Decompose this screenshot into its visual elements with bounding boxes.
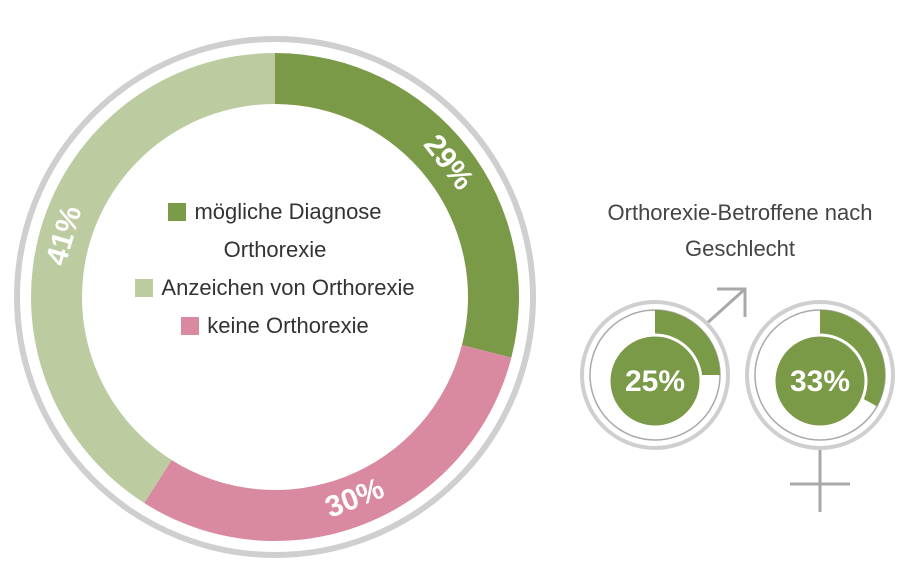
female-symbol bbox=[790, 448, 850, 512]
male-symbol bbox=[703, 287, 747, 327]
legend-entry: keine Orthorexie bbox=[181, 307, 369, 345]
outer-ring bbox=[14, 36, 536, 558]
data-label: 25% bbox=[625, 365, 685, 398]
legend-text: mögliche Diagnose Orthorexie bbox=[194, 199, 382, 262]
segment bbox=[275, 53, 519, 358]
legend: mögliche Diagnose Orthorexie keine Orthor… bbox=[130, 193, 420, 345]
legend-marker bbox=[168, 203, 187, 221]
legend-marker bbox=[135, 279, 154, 297]
legend-marker bbox=[181, 317, 200, 335]
segment bbox=[31, 53, 276, 504]
chart-title: Orthorexie-Betroffene nach Geschlecht bbox=[607, 200, 873, 261]
legend-entry: Anzeichen von Orthorexie bbox=[135, 269, 415, 307]
legend-entry: mögliche Diagnose Orthorexie bbox=[130, 193, 420, 269]
legend-text: keine Orthorexie bbox=[207, 313, 369, 338]
segment bbox=[144, 344, 512, 541]
data-label: 33% bbox=[790, 365, 850, 398]
center-disc bbox=[607, 333, 703, 429]
legend-text: Anzeichen von Orthorexie bbox=[161, 275, 415, 300]
center-disc bbox=[772, 333, 868, 429]
